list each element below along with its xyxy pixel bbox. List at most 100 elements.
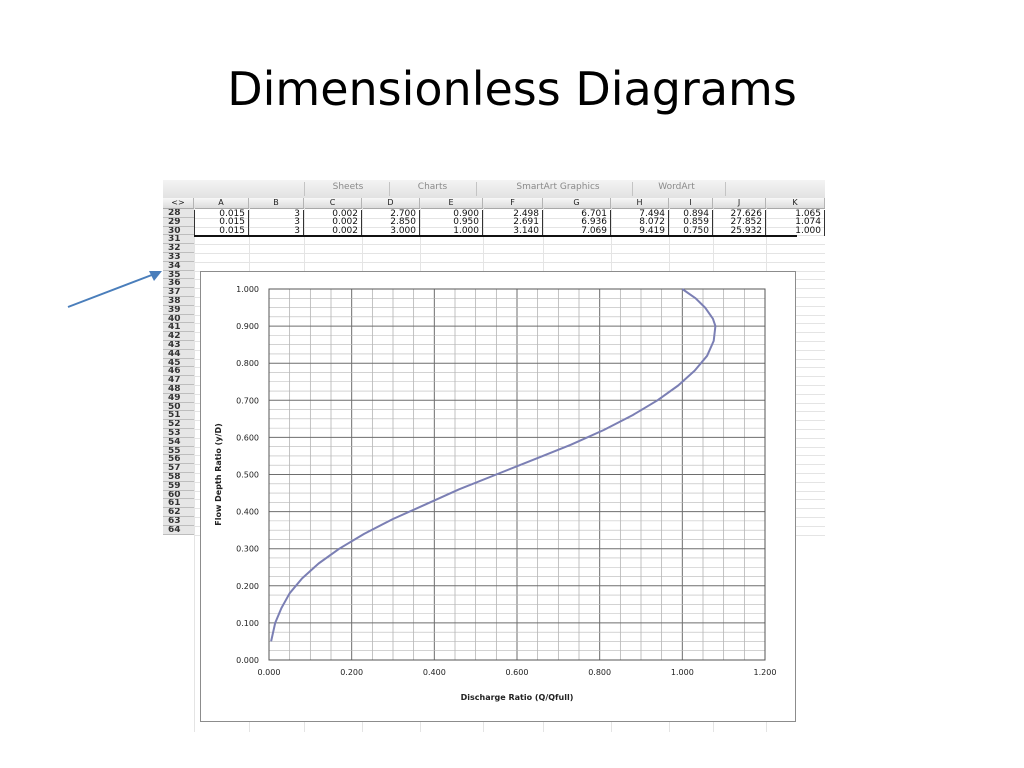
cell-i28[interactable]: 0.894 <box>669 209 713 219</box>
column-header-g[interactable]: G <box>543 198 611 208</box>
row-header-43[interactable]: 43 <box>163 341 194 350</box>
tab-sheets[interactable]: Sheets <box>332 182 364 192</box>
plot-area <box>268 288 766 661</box>
row-header-45[interactable]: 45 <box>163 358 194 368</box>
row-header-37[interactable]: 37 <box>163 288 194 297</box>
cell-d28[interactable]: 2.700 <box>362 209 420 219</box>
cell-c30[interactable]: 0.002 <box>304 227 362 236</box>
y-tick-label: 0.200 <box>236 582 259 591</box>
spreadsheet-window: Sheets Charts SmartArt Graphics WordArt … <box>163 180 825 732</box>
row-header-47[interactable]: 47 <box>163 376 194 385</box>
cell-f30[interactable]: 3.140 <box>483 227 543 236</box>
column-header-c[interactable]: C <box>304 198 362 208</box>
row-header-53[interactable]: 53 <box>163 429 194 438</box>
cell-i30[interactable]: 0.750 <box>669 227 713 236</box>
cell-j30[interactable]: 25.932 <box>713 227 766 236</box>
series-line-0 <box>270 288 717 642</box>
row-header-30[interactable]: 30 <box>163 226 194 236</box>
row-header-51[interactable]: 51 <box>163 411 194 421</box>
row-header-58[interactable]: 58 <box>163 473 194 482</box>
cell-b29[interactable]: 3 <box>249 218 304 228</box>
cell-c29[interactable]: 0.002 <box>304 218 362 228</box>
row-header-48[interactable]: 48 <box>163 385 194 394</box>
row-header-41[interactable]: 41 <box>163 323 194 333</box>
column-header-b[interactable]: B <box>249 198 304 208</box>
row-header-42[interactable]: 42 <box>163 332 194 341</box>
cell-d29[interactable]: 2.850 <box>362 218 420 228</box>
y-axis-label: Flow Depth Ratio (y/D) <box>214 423 223 525</box>
tab-charts[interactable]: Charts <box>417 182 448 192</box>
row-header-38[interactable]: 38 <box>163 297 194 306</box>
cell-h29[interactable]: 8.072 <box>611 218 669 228</box>
column-header-k[interactable]: K <box>766 198 825 208</box>
chart-canvas: 0.000 0.200 0.400 0.600 0.800 1.000 1.200 0.000… <box>214 285 777 702</box>
y-tick-label: 0.300 <box>236 545 259 554</box>
cell-c28[interactable]: 0.002 <box>304 209 362 219</box>
cell-f29[interactable]: 2.691 <box>483 218 543 228</box>
row-header-54[interactable]: 54 <box>163 437 194 447</box>
row-header-31[interactable]: 31 <box>163 235 194 245</box>
cell-h28[interactable]: 7.494 <box>611 209 669 219</box>
cell-k29[interactable]: 1.074 <box>766 218 825 228</box>
x-tick-label: 0.600 <box>506 668 529 677</box>
cell-k30[interactable]: 1.000 <box>766 227 825 236</box>
cell-k28[interactable]: 1.065 <box>766 209 825 219</box>
row-header-64[interactable]: 64 <box>163 525 194 535</box>
cell-a30[interactable]: 0.015 <box>194 227 249 236</box>
row-header-50[interactable]: 50 <box>163 402 194 412</box>
row-header-60[interactable]: 60 <box>163 490 194 500</box>
row-header-32[interactable]: 32 <box>163 244 194 253</box>
row-header-52[interactable]: 52 <box>163 420 194 429</box>
cell-b28[interactable]: 3 <box>249 209 304 219</box>
cell-e29[interactable]: 0.950 <box>420 218 483 228</box>
row-header-62[interactable]: 62 <box>163 508 194 517</box>
row-header-61[interactable]: 61 <box>163 499 194 509</box>
cell-j28[interactable]: 27.626 <box>713 209 766 219</box>
cell-j29[interactable]: 27.852 <box>713 218 766 228</box>
column-header-a[interactable]: A <box>194 198 249 208</box>
row-header-40[interactable]: 40 <box>163 314 194 324</box>
row-header-63[interactable]: 63 <box>163 517 194 526</box>
column-header-d[interactable]: D <box>362 198 420 208</box>
cell-h30[interactable]: 9.419 <box>611 227 669 236</box>
cell-e30[interactable]: 1.000 <box>420 227 483 236</box>
row-header-56[interactable]: 56 <box>163 455 194 465</box>
x-tick-label: 0.400 <box>423 668 446 677</box>
cell-a28[interactable]: 0.015 <box>194 209 249 219</box>
x-tick-label: 1.200 <box>754 668 777 677</box>
cell-a29[interactable]: 0.015 <box>194 218 249 228</box>
column-header-j[interactable]: J <box>713 198 766 208</box>
tab-wordart[interactable]: WordArt <box>658 182 695 192</box>
row-header-49[interactable]: 49 <box>163 393 194 403</box>
cell-g28[interactable]: 6.701 <box>543 209 611 219</box>
cell-g29[interactable]: 6.936 <box>543 218 611 228</box>
row-header-29[interactable]: 29 <box>163 217 194 227</box>
y-tick-label: 0.800 <box>236 359 259 368</box>
row-header-46[interactable]: 46 <box>163 367 194 377</box>
cell-i29[interactable]: 0.859 <box>669 218 713 228</box>
column-header-e[interactable]: E <box>420 198 483 208</box>
row-header-34[interactable]: 34 <box>163 261 194 271</box>
cell-b30[interactable]: 3 <box>249 227 304 236</box>
tab-smartart-graphics[interactable]: SmartArt Graphics <box>516 182 600 192</box>
select-all-corner[interactable]: <> <box>163 198 194 208</box>
row-header-44[interactable]: 44 <box>163 349 194 359</box>
row-header-35[interactable]: 35 <box>163 270 194 280</box>
cell-e28[interactable]: 0.900 <box>420 209 483 219</box>
row-header-57[interactable]: 57 <box>163 464 194 473</box>
y-tick-label: 0.000 <box>236 656 259 665</box>
cell-d30[interactable]: 3.000 <box>362 227 420 236</box>
column-header-h[interactable]: H <box>611 198 669 208</box>
cell-f28[interactable]: 2.498 <box>483 209 543 219</box>
row-header-59[interactable]: 59 <box>163 481 194 491</box>
column-header-f[interactable]: F <box>483 198 543 208</box>
row-header-55[interactable]: 55 <box>163 446 194 456</box>
slide-title: Dimensionless Diagrams <box>227 62 797 116</box>
row-header-39[interactable]: 39 <box>163 305 194 315</box>
row-header-33[interactable]: 33 <box>163 253 194 262</box>
embedded-chart[interactable]: 0.000 0.200 0.400 0.600 0.800 1.000 1.200 0.000… <box>200 271 796 722</box>
column-header-i[interactable]: I <box>669 198 713 208</box>
cell-g30[interactable]: 7.069 <box>543 227 611 236</box>
row-header-36[interactable]: 36 <box>163 279 194 289</box>
row-header-28[interactable]: 28 <box>163 209 194 218</box>
